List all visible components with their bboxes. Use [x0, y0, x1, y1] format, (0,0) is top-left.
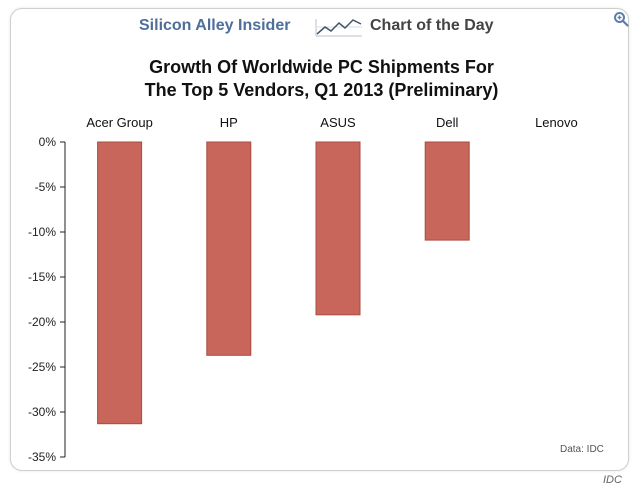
- bar: [315, 141, 361, 316]
- y-tick-label: -25%: [28, 360, 56, 374]
- brand-name: Silicon Alley Insider: [139, 17, 291, 34]
- category-label: HP: [220, 115, 238, 130]
- category-label: ASUS: [320, 115, 356, 130]
- header-banner: Silicon Alley Insider Chart of the Day: [0, 0, 643, 44]
- section-name: Chart of the Day: [370, 17, 494, 34]
- y-tick-label: -20%: [28, 315, 56, 329]
- y-tick-label: -15%: [28, 270, 56, 284]
- y-tick-label: 0%: [39, 135, 57, 149]
- bar: [206, 141, 252, 356]
- chart-title-line-2: The Top 5 Vendors, Q1 2013 (Preliminary): [144, 80, 499, 100]
- trend-chart-icon: [315, 19, 362, 37]
- zoom-icon[interactable]: [613, 11, 629, 27]
- chart-title-line-1: Growth Of Worldwide PC Shipments For: [149, 57, 494, 77]
- y-tick-label: -5%: [35, 180, 57, 194]
- category-label: Dell: [436, 115, 459, 130]
- y-tick-label: -30%: [28, 405, 56, 419]
- bar: [97, 141, 143, 425]
- category-label: Lenovo: [535, 115, 578, 130]
- y-tick-label: -10%: [28, 225, 56, 239]
- bar: [424, 141, 470, 241]
- category-label: Acer Group: [86, 115, 152, 130]
- source-note: Data: IDC: [560, 444, 604, 455]
- y-tick-label: -35%: [28, 450, 56, 464]
- credit-label: IDC: [603, 474, 622, 486]
